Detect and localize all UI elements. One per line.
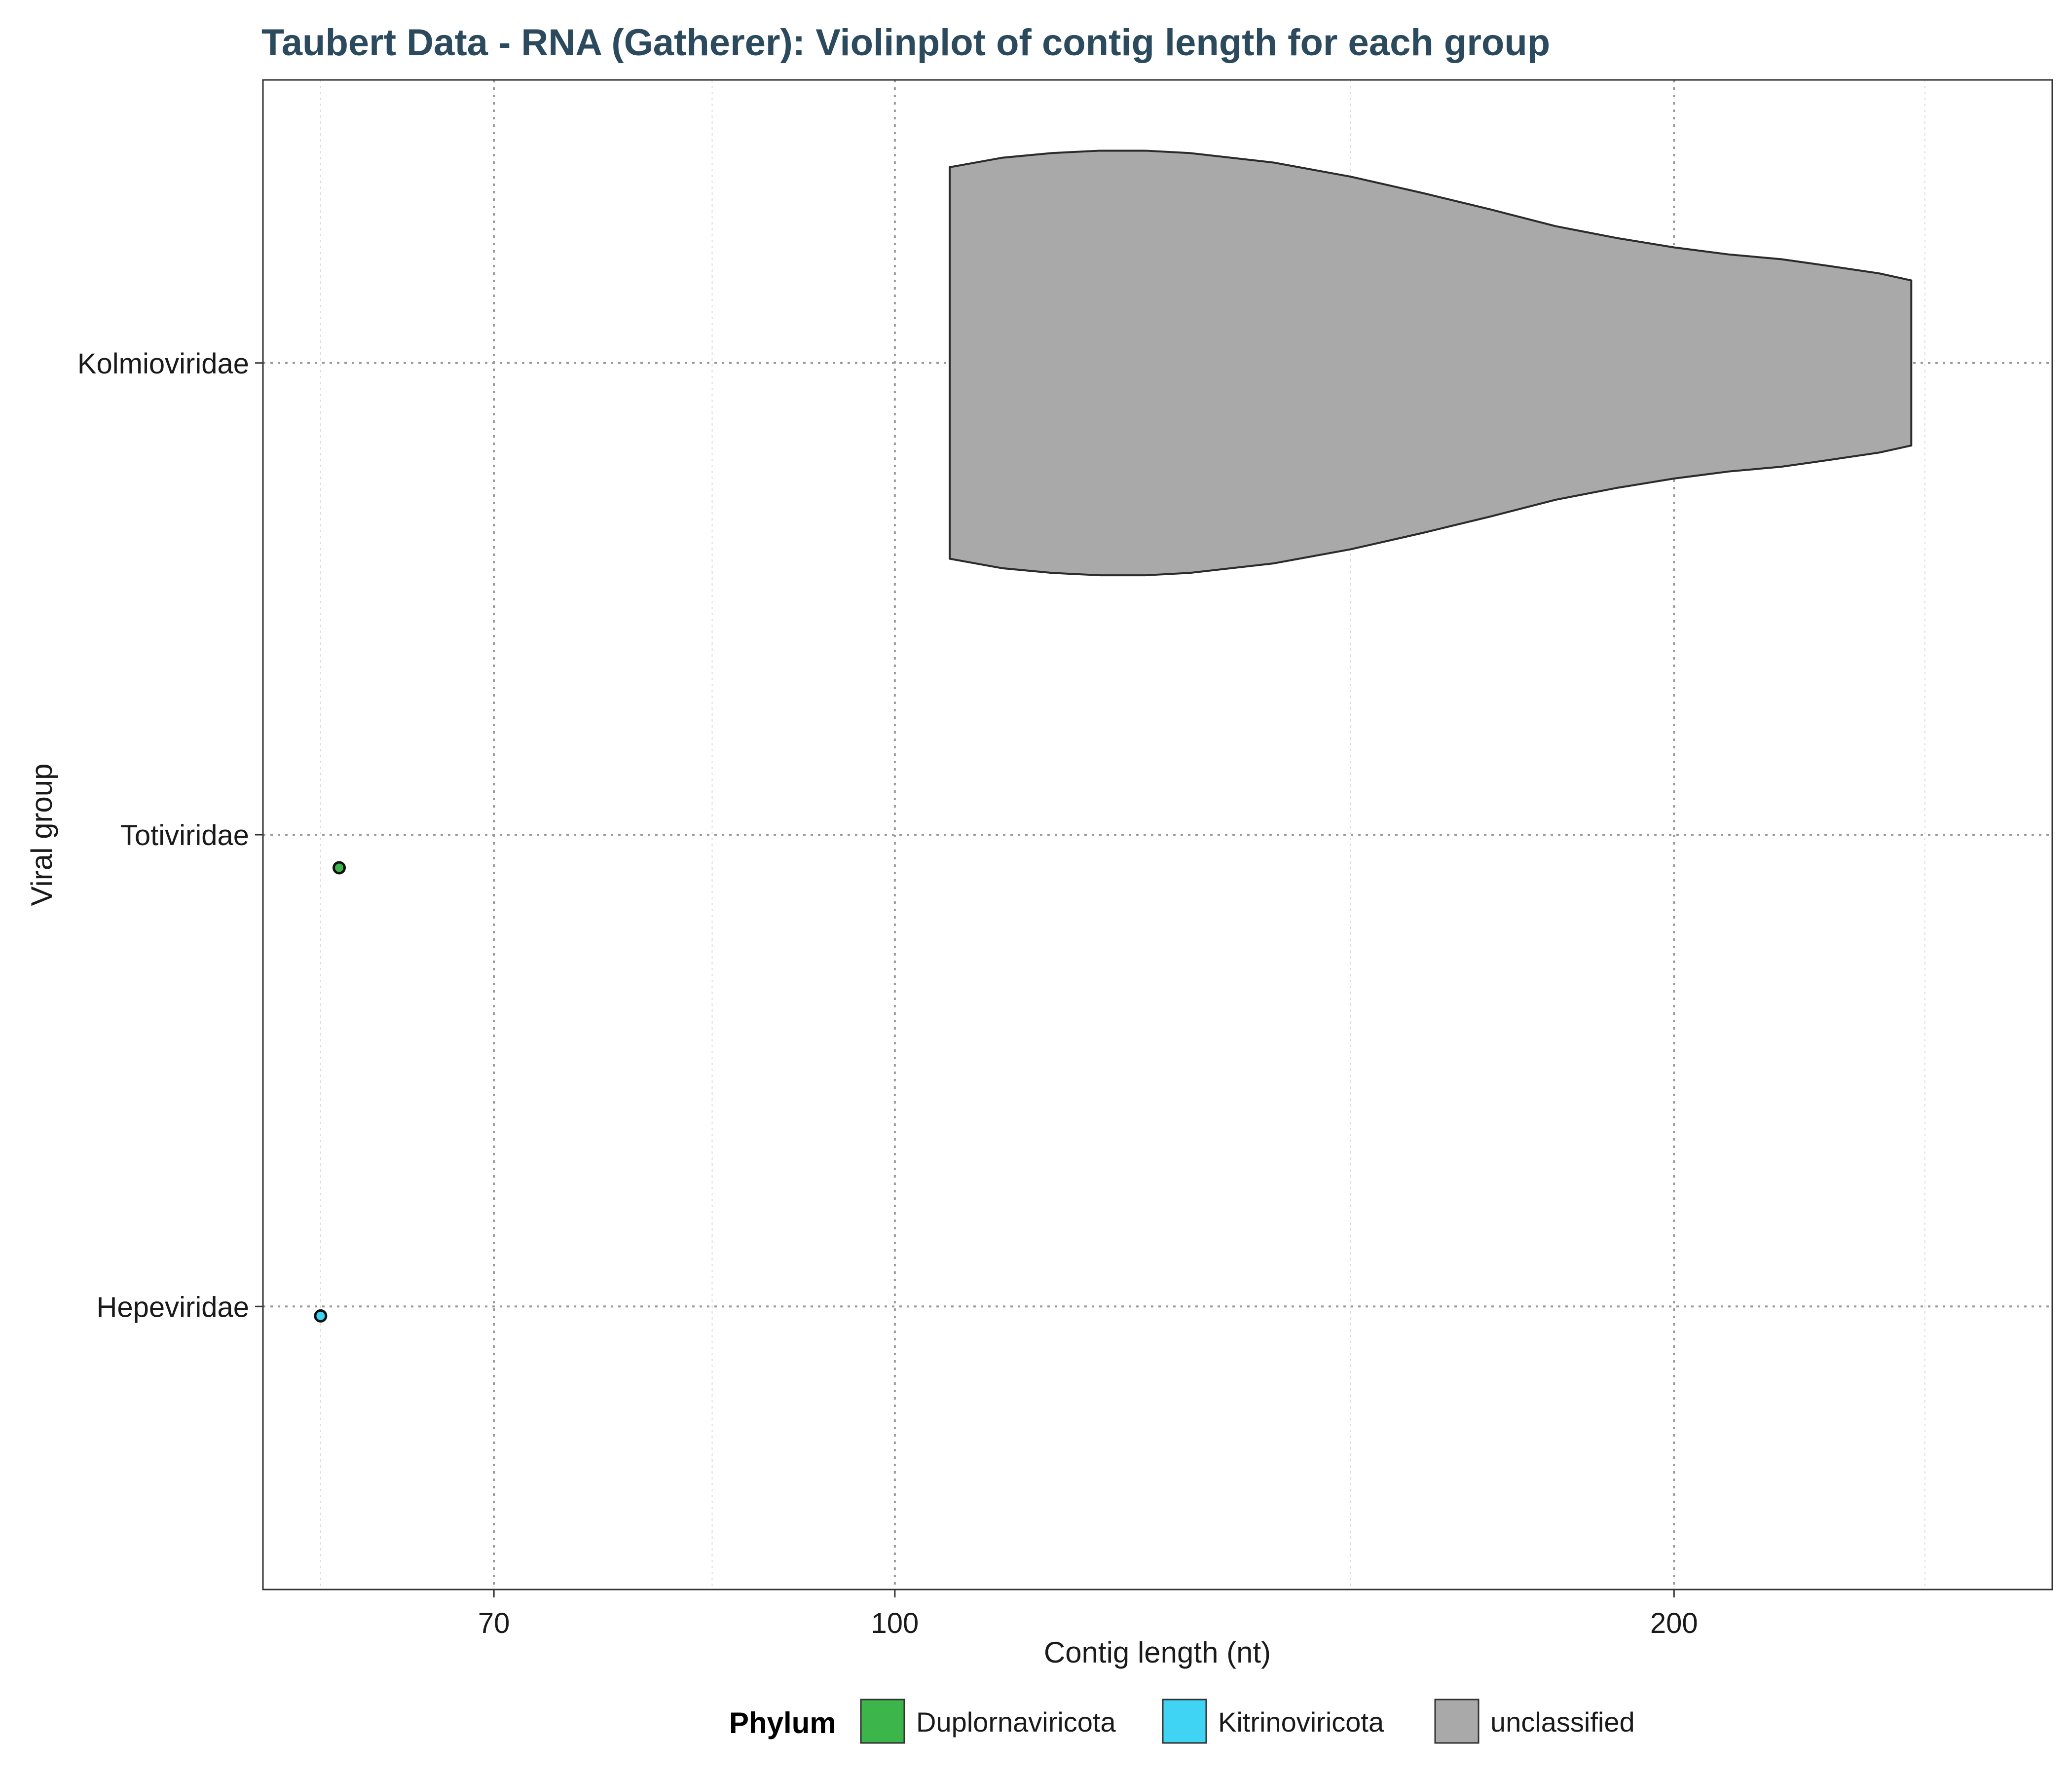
y-axis-title: Viral group (25, 763, 58, 906)
violins (949, 149, 1913, 577)
x-tick-label: 100 (871, 1607, 919, 1639)
x-axis-title: Contig length (nt) (1044, 1636, 1271, 1669)
y-tick-label: Hepeviridae (96, 1291, 249, 1323)
legend-title: Phylum (729, 1706, 836, 1739)
points (314, 861, 346, 1323)
y-tick-label: Totiviridae (120, 819, 249, 851)
x-tick-label: 200 (1650, 1607, 1698, 1639)
x-tick-label: 70 (478, 1607, 510, 1639)
y-tick-label: Kolmioviridae (77, 348, 249, 380)
legend: Phylum Duplornaviricota Kitrinoviricota un… (729, 1699, 1635, 1744)
x-axis: 70 100 200 (478, 1590, 1698, 1639)
chart-title: Taubert Data - RNA (Gatherer): Violinplo… (261, 22, 1550, 64)
legend-label: unclassified (1490, 1706, 1635, 1738)
legend-label: Kitrinoviricota (1218, 1706, 1384, 1738)
point-hepeviridae (314, 1309, 328, 1323)
y-axis: Hepeviridae Totiviridae Kolmioviridae (77, 348, 263, 1323)
point-totiviridae (333, 861, 346, 875)
legend-key (1434, 1699, 1480, 1744)
legend-label: Duplornaviricota (916, 1706, 1116, 1738)
legend-key (860, 1699, 905, 1744)
legend-key (1162, 1699, 1207, 1744)
violin-kolmioviridae (949, 149, 1913, 577)
